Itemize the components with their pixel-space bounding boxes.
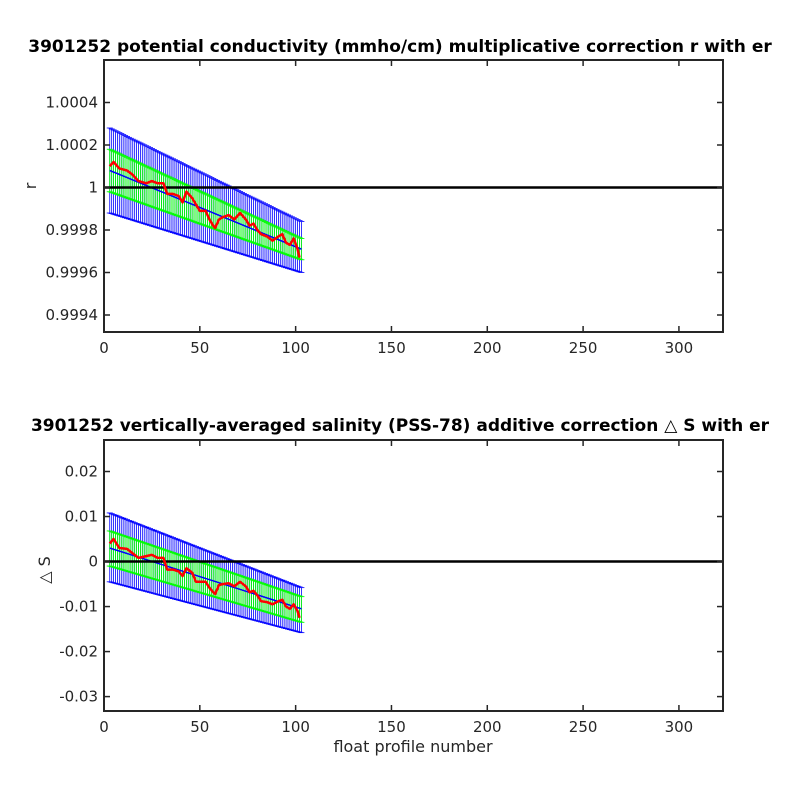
y-tick-label: 0.02 bbox=[65, 463, 98, 481]
x-axis-label: float profile number bbox=[333, 737, 493, 756]
y-tick-label: 0.9996 bbox=[46, 264, 99, 282]
conductivity-correction-chart: 3901252 potential conductivity (mmho/cm)… bbox=[21, 37, 772, 357]
plot-area bbox=[104, 512, 723, 634]
x-tick-label: 250 bbox=[569, 718, 598, 736]
x-tick-label: 50 bbox=[190, 339, 209, 357]
axes-frame bbox=[103, 439, 724, 712]
y-tick-label: 0.01 bbox=[65, 508, 98, 526]
chart-title: 3901252 potential conductivity (mmho/cm)… bbox=[28, 37, 772, 57]
y-tick-label: -0.02 bbox=[59, 643, 98, 661]
chart-title: 3901252 vertically-averaged salinity (PS… bbox=[31, 416, 770, 436]
x-tick-label: 150 bbox=[377, 339, 406, 357]
y-axis-label: r bbox=[21, 182, 40, 189]
x-tick-label: 50 bbox=[190, 718, 209, 736]
x-tick-label: 0 bbox=[99, 718, 109, 736]
profile-series-line bbox=[108, 160, 301, 258]
x-tick-label: 100 bbox=[281, 339, 310, 357]
x-tick-label: 200 bbox=[473, 718, 502, 736]
x-tick-label: 100 bbox=[281, 718, 310, 736]
x-tick-label: 0 bbox=[99, 339, 109, 357]
x-tick-label: 300 bbox=[665, 339, 694, 357]
x-tick-label: 250 bbox=[569, 339, 598, 357]
salinity-correction-chart: 3901252 vertically-averaged salinity (PS… bbox=[31, 416, 770, 756]
profile-series-line bbox=[108, 537, 301, 619]
y-tick-label: -0.03 bbox=[59, 688, 98, 706]
x-tick-label: 200 bbox=[473, 339, 502, 357]
y-tick-label: 1 bbox=[88, 179, 98, 197]
axes-frame bbox=[103, 59, 724, 333]
x-tick-label: 300 bbox=[665, 718, 694, 736]
x-tick-label: 150 bbox=[377, 718, 406, 736]
y-tick-label: 1.0004 bbox=[46, 94, 99, 112]
y-tick-label: 0 bbox=[88, 553, 98, 571]
y-tick-label: 1.0002 bbox=[46, 136, 99, 154]
y-tick-label: 0.9994 bbox=[46, 306, 99, 324]
y-tick-label: -0.01 bbox=[59, 598, 98, 616]
y-axis-label: △ S bbox=[35, 556, 54, 584]
y-tick-label: 0.9998 bbox=[46, 221, 99, 239]
plot-area bbox=[104, 127, 723, 273]
